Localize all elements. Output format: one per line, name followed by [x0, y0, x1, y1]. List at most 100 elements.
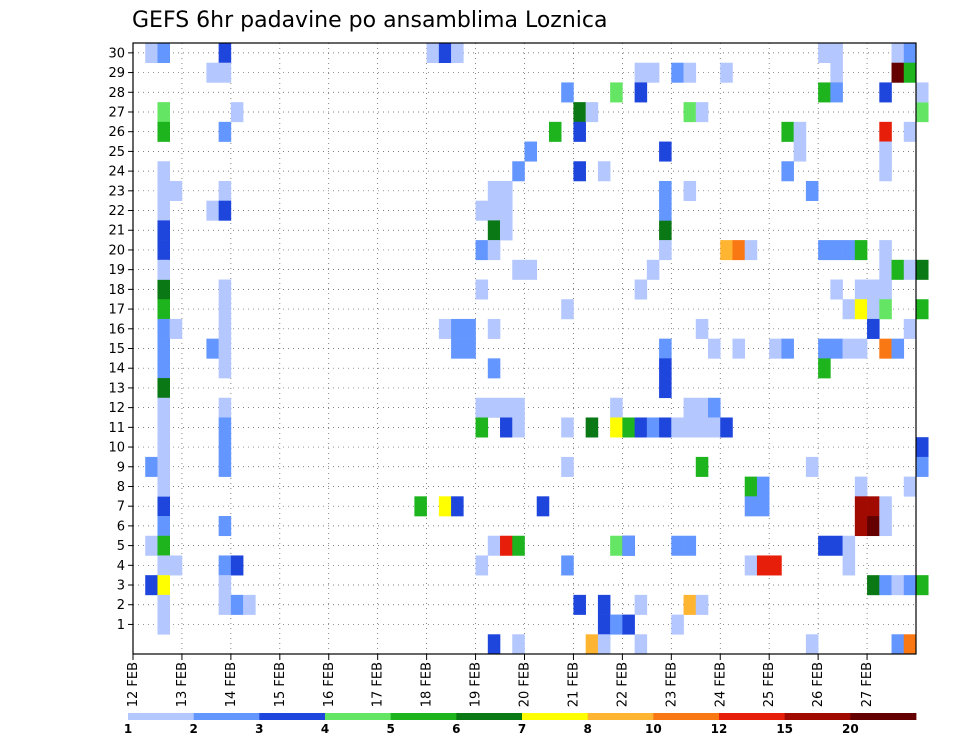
heat-cell [732, 338, 746, 359]
heat-cell [157, 555, 170, 576]
x-tick-label: 23 FEB [664, 662, 679, 707]
y-tick-label: 21 [108, 224, 125, 239]
heat-cell [854, 279, 868, 300]
heat-cell [916, 437, 929, 458]
heat-cell [487, 220, 501, 241]
heat-cell [879, 516, 892, 537]
colorbar-swatch [587, 713, 654, 720]
heat-cell [916, 299, 929, 320]
heat-cell [756, 496, 770, 517]
heat-cell [903, 259, 917, 280]
x-tick-label: 18 FEB [420, 662, 435, 707]
heat-cell [145, 535, 158, 556]
heat-cell [463, 338, 476, 359]
heat-cell [916, 575, 929, 596]
heat-cell [903, 575, 917, 596]
heat-cell [805, 180, 819, 201]
heat-cell [842, 299, 856, 320]
heat-cell [879, 161, 892, 182]
heat-cell [634, 417, 648, 438]
heat-cell [230, 102, 244, 123]
heat-cell [879, 299, 892, 320]
heat-cell [218, 456, 232, 477]
heat-cell [157, 102, 170, 123]
x-tick-label: 15 FEB [273, 662, 288, 707]
heat-cell [585, 634, 599, 655]
y-tick-label: 27 [108, 105, 125, 120]
y-tick-label: 7 [117, 500, 125, 515]
y-tick-label: 24 [108, 165, 125, 180]
heat-cell [512, 161, 525, 182]
x-tick-label: 17 FEB [371, 662, 386, 707]
heat-cell [218, 358, 232, 379]
heat-cell [218, 555, 232, 576]
heat-cell [659, 338, 672, 359]
heat-cell [475, 417, 489, 438]
heat-cell [218, 180, 232, 201]
y-tick-label: 28 [108, 86, 125, 101]
heat-cell [818, 82, 831, 103]
heat-cell [451, 43, 464, 64]
heat-cell [916, 456, 929, 477]
heat-cell [793, 121, 807, 142]
heat-cell [475, 240, 489, 261]
heat-cell [903, 121, 917, 142]
colorbar-swatch [719, 713, 786, 720]
heat-cell [487, 200, 501, 221]
heat-cell [157, 259, 170, 280]
heat-cell [671, 614, 684, 635]
heat-cell [842, 240, 856, 261]
heat-cell [695, 456, 709, 477]
x-tick-label: 16 FEB [322, 662, 337, 707]
heat-cell [916, 82, 929, 103]
heat-cell [561, 82, 574, 103]
heat-cell [512, 634, 525, 655]
heat-cell [854, 496, 868, 517]
heat-cell [903, 62, 917, 83]
colorbar-swatch [259, 713, 326, 720]
heat-cell [646, 259, 660, 280]
heat-cell [891, 62, 905, 83]
heat-cell [157, 161, 170, 182]
colorbar-label: 3 [255, 722, 263, 736]
heat-cell [157, 240, 170, 261]
heat-cell [744, 555, 758, 576]
heat-cell [854, 338, 868, 359]
heat-cell [230, 594, 244, 615]
heat-cell [597, 594, 611, 615]
y-tick-label: 14 [108, 362, 125, 377]
heat-cell [169, 318, 183, 339]
y-tick-label: 19 [108, 263, 125, 278]
heat-cell [781, 338, 794, 359]
heat-cell [475, 279, 489, 300]
colorbar-swatch [850, 713, 917, 720]
x-tick-label: 19 FEB [469, 662, 484, 707]
heat-cell [879, 259, 892, 280]
heat-cell [659, 220, 672, 241]
heat-cell [781, 161, 794, 182]
heat-cell [830, 43, 843, 64]
heat-cell [720, 240, 733, 261]
heat-cell [830, 338, 843, 359]
colorbar-swatch [456, 713, 523, 720]
heat-cell [854, 516, 868, 537]
heat-cell [157, 318, 170, 339]
x-tick-label: 13 FEB [175, 662, 190, 707]
heat-cell [500, 417, 513, 438]
heat-cell [683, 180, 697, 201]
heat-cell [487, 397, 501, 418]
x-tick-label: 25 FEB [762, 662, 777, 707]
heat-cell [854, 240, 868, 261]
heat-cell [500, 180, 513, 201]
heat-cell [487, 318, 501, 339]
heat-cell [854, 299, 868, 320]
colorbar-label: 7 [518, 722, 526, 736]
colorbar: 1 2 3 4 5 6 7 8 10 12 15 20 [124, 713, 917, 736]
colorbar-label: 12 [711, 722, 728, 736]
heat-cell [218, 200, 232, 221]
heat-cell [610, 417, 623, 438]
heat-cell [463, 318, 476, 339]
heat-cell [218, 397, 232, 418]
colorbar-swatch [128, 713, 195, 720]
heat-cell [512, 417, 525, 438]
